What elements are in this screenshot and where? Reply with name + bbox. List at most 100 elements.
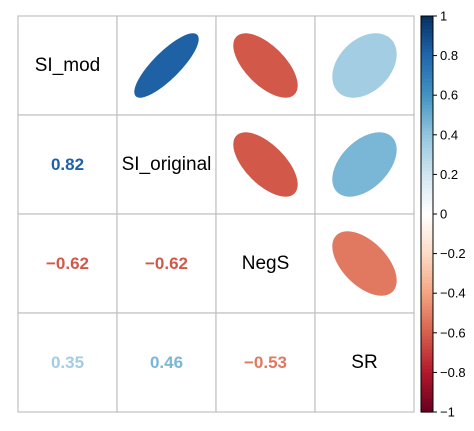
colorbar-segment (421, 78, 433, 83)
diagonal-label-si-mod: SI_mod (35, 55, 100, 76)
colorbar-segment (421, 220, 433, 225)
colorbar-segment (421, 29, 433, 34)
colorbar-segment (421, 204, 433, 208)
colorbar-segment (421, 352, 433, 357)
colorbar-segment (421, 91, 433, 96)
colorbar-segment (421, 98, 433, 103)
colorbar-segment (421, 260, 433, 265)
colorbar-segment (421, 194, 433, 199)
colorbar-segment (421, 207, 433, 212)
colorbar-segment (421, 131, 433, 136)
colorbar-segment (421, 316, 433, 321)
colorbar-segment (421, 372, 433, 377)
colorbar-tick-label: −0.8 (440, 365, 466, 380)
colorbar-segment (421, 339, 433, 344)
colorbar-segment (421, 395, 433, 400)
colorbar-segment (421, 16, 433, 20)
colorbar-segment (421, 299, 433, 304)
colorbar-segment (421, 243, 433, 248)
colorbar-segment (421, 118, 433, 123)
colorbar-segment (421, 309, 433, 314)
colorbar-segment (421, 35, 433, 40)
colorbar-segment (421, 375, 433, 380)
colorbar-segment (421, 270, 433, 274)
matrix-marks: SI_mod 0.82 SI_original −0.62 −0.62 NegS 0.35 0… (35, 33, 397, 373)
colorbar-segment (421, 286, 433, 291)
colorbar-segment (421, 237, 433, 241)
colorbar-segment (421, 174, 433, 179)
colorbar-segment (421, 115, 433, 119)
colorbar-segment (421, 388, 433, 393)
colorbar-segment (421, 88, 433, 93)
colorbar-segment (421, 128, 433, 133)
colorbar-segment (421, 405, 433, 410)
colorbar-segment (421, 276, 433, 281)
colorbar-segment (421, 332, 433, 337)
matrix-cell-1-1 (116, 114, 217, 215)
colorbar-segment (421, 157, 433, 162)
colorbar-segment (421, 329, 433, 334)
colorbar-segment (421, 223, 433, 228)
coef-label-1-0: 0.82 (51, 155, 84, 174)
colorbar-segment (421, 362, 433, 367)
colorbar-segment (421, 151, 433, 156)
colorbar-segment (421, 45, 433, 50)
colorbar-segment (421, 250, 433, 255)
matrix-cell-3-1 (116, 312, 217, 413)
colorbar-segment (421, 25, 433, 30)
colorbar-segment (421, 379, 433, 383)
colorbar-segment (421, 167, 433, 172)
colorbar-segment (421, 408, 433, 413)
colorbar-segment (421, 164, 433, 169)
colorbar-segment (421, 273, 433, 278)
colorbar-tick-label: 0 (440, 207, 447, 222)
ellipse-2-3 (332, 231, 397, 296)
colorbar-segment (421, 49, 433, 53)
colorbar-segment (421, 161, 433, 166)
colorbar-tick-label: −0.2 (440, 246, 466, 261)
coef-label-3-2: −0.53 (244, 353, 287, 372)
colorbar-segment (421, 190, 433, 195)
colorbar-tick-label: 0.2 (440, 167, 458, 182)
colorbar-segment (421, 138, 433, 142)
colorbar-segment (421, 22, 433, 27)
colorbar-segment (421, 296, 433, 301)
ellipse-0-3 (332, 33, 397, 98)
matrix-cell-0-0 (17, 15, 118, 116)
colorbar-segment (421, 355, 433, 360)
colorbar-segment (421, 148, 433, 152)
colorbar-segment (421, 336, 433, 340)
colorbar-segment (421, 266, 433, 271)
colorbar-segment (421, 319, 433, 324)
diagonal-label-sr: SR (351, 352, 377, 373)
colorbar-segment (421, 326, 433, 331)
diagonal-label-si-original: SI_original (122, 154, 212, 175)
colorbar-segment (421, 124, 433, 129)
colorbar-segment (421, 214, 433, 218)
colorbar-segment (421, 313, 433, 317)
colorbar-segment (421, 197, 433, 202)
colorbar-segment (421, 75, 433, 80)
colorbar-segment (421, 283, 433, 288)
colorbar-segment (421, 121, 433, 126)
colorbar-tick-label: −0.6 (440, 325, 466, 340)
colorbar-segment (421, 342, 433, 347)
colorbar-tick-label: 0.6 (440, 88, 458, 103)
ellipse-1-2 (233, 132, 298, 197)
colorbar-segment (421, 398, 433, 403)
colorbar-segment (421, 111, 433, 116)
colorbar-segment (421, 217, 433, 222)
colorbar-segment (421, 365, 433, 370)
colorbar-tick-label: −0.4 (440, 286, 466, 301)
colorbar-segment (421, 72, 433, 76)
colorbar-segment (421, 105, 433, 109)
colorbar-segment (421, 369, 433, 373)
colorbar-segment (421, 154, 433, 159)
colorbar-segment (421, 32, 433, 37)
colorbar-segment (421, 181, 433, 185)
colorbar-segment (421, 141, 433, 146)
ellipse-0-1 (134, 33, 199, 98)
colorbar-tick-label: 0.8 (440, 48, 458, 63)
matrix-cell-3-0 (17, 312, 118, 413)
colorbar-segment (421, 227, 433, 232)
